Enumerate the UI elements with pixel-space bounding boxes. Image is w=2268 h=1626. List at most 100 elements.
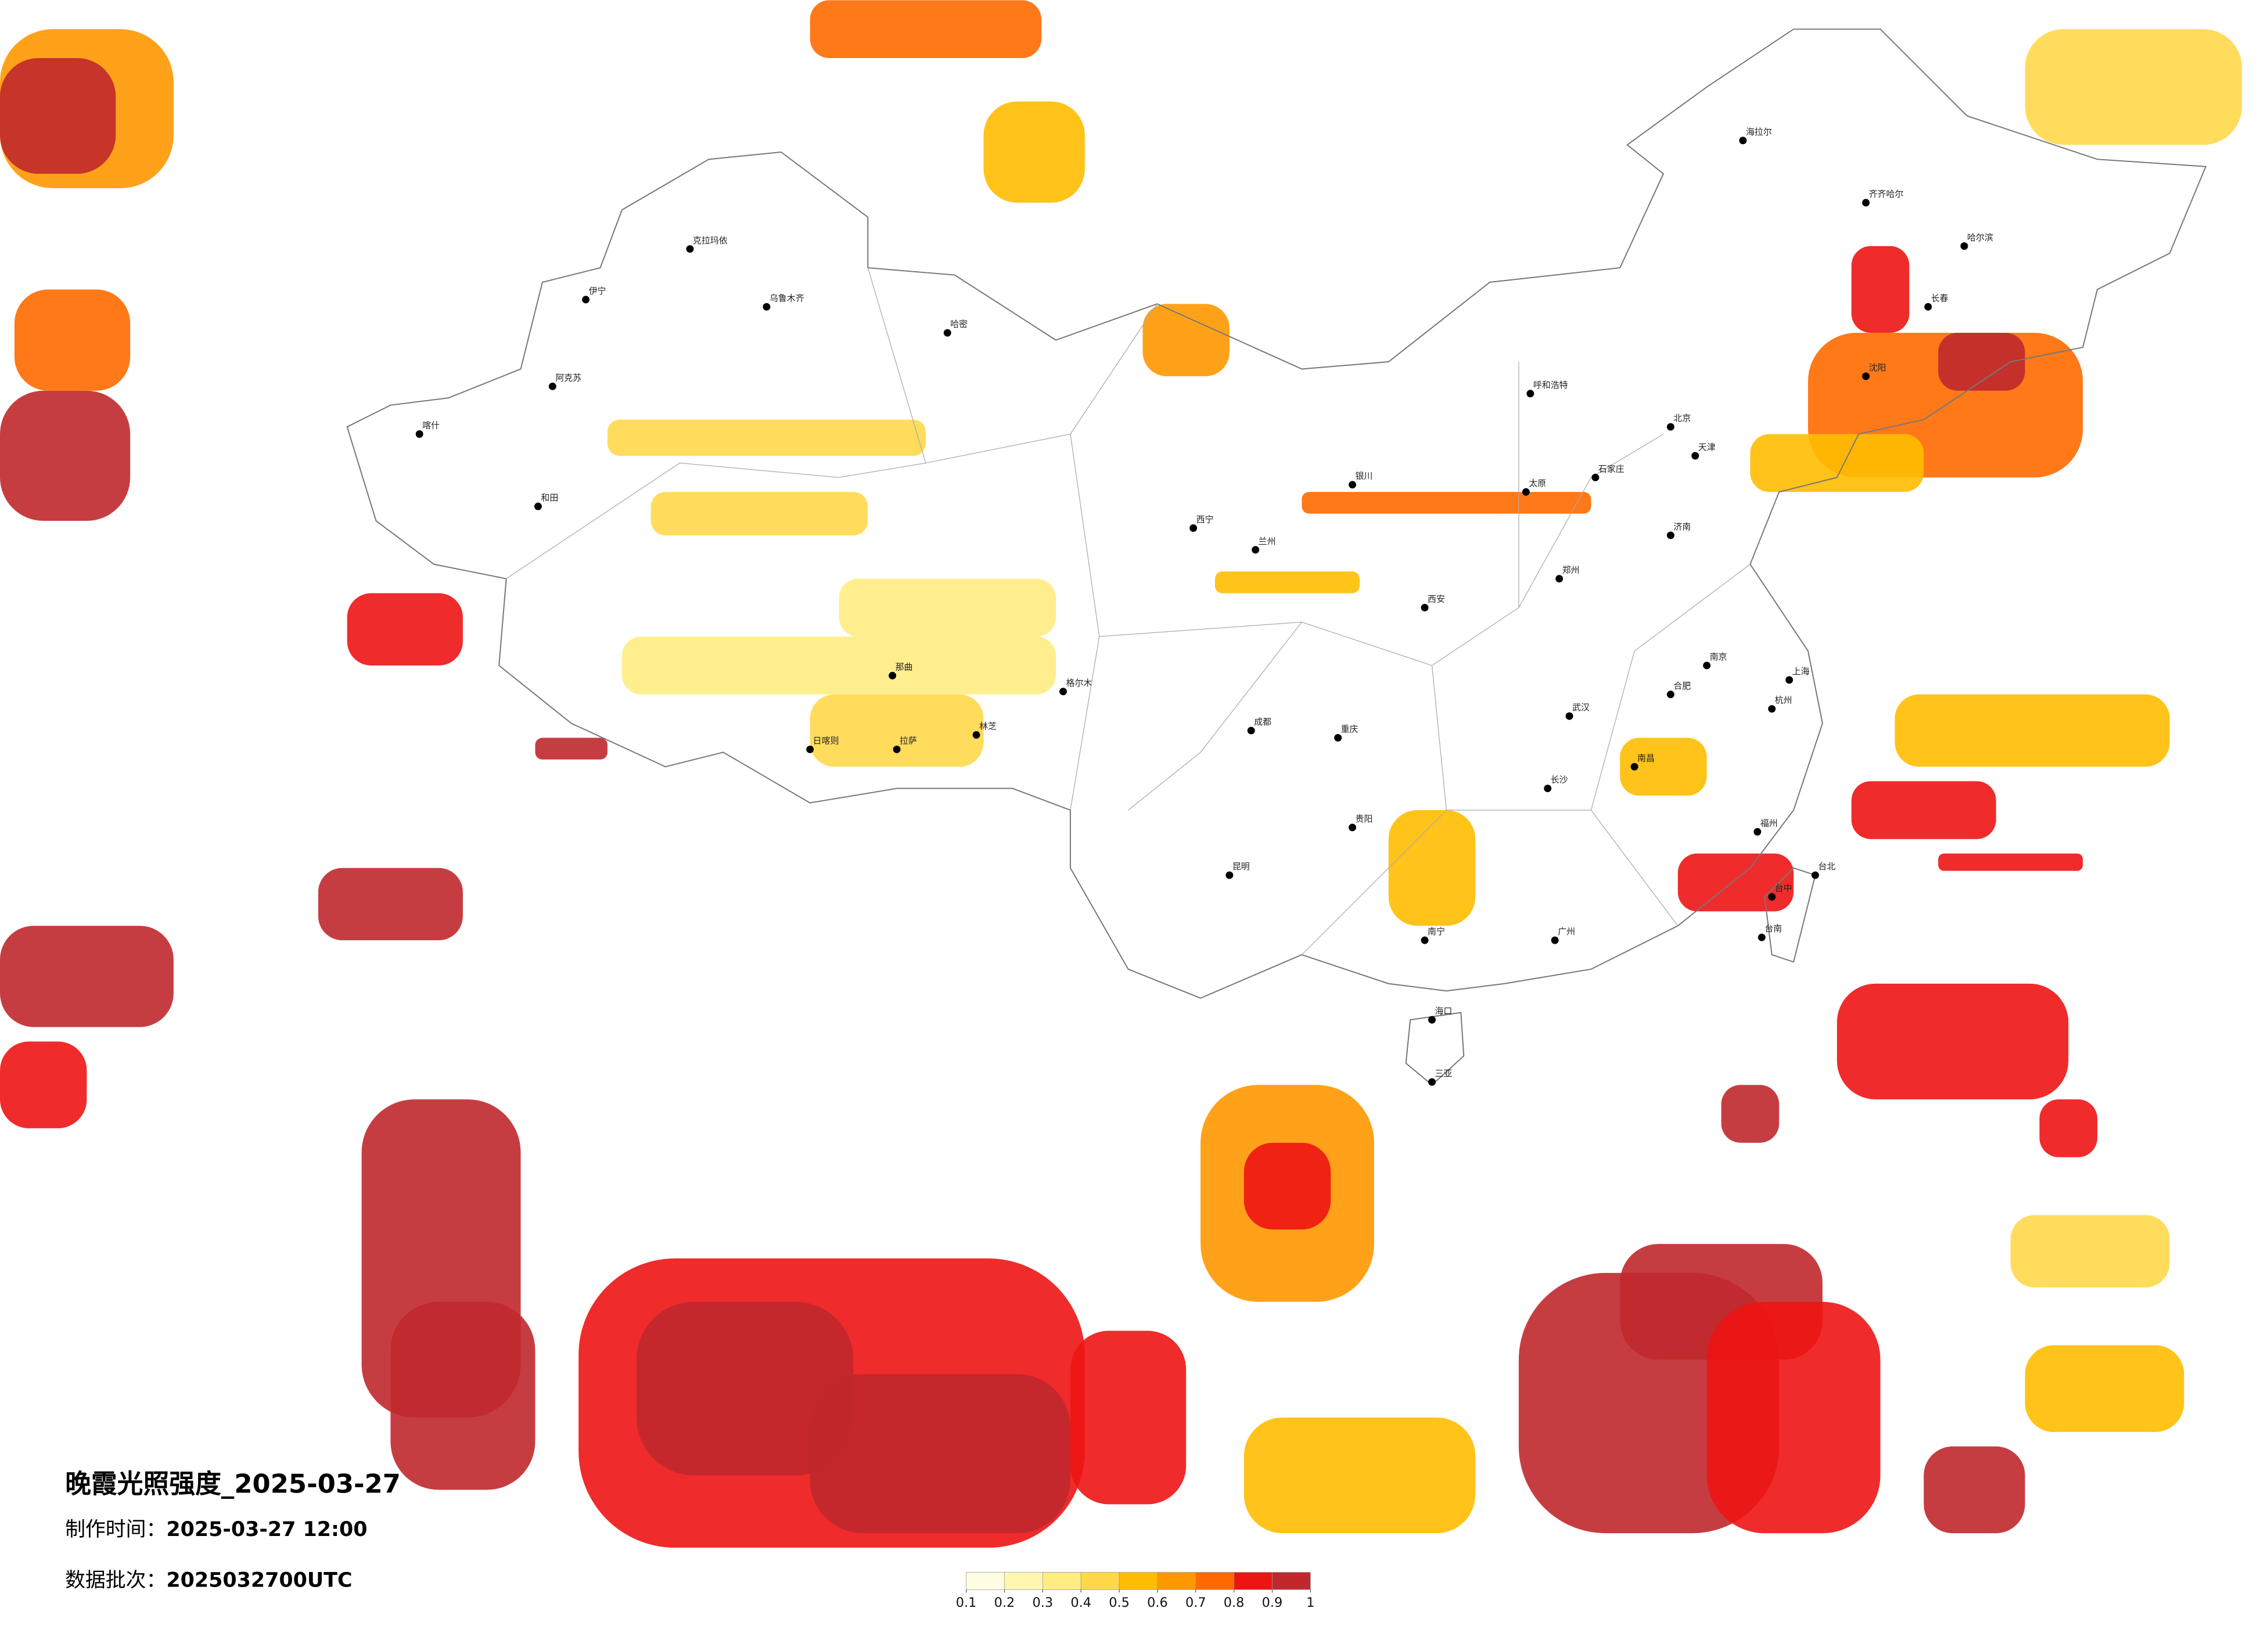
intensity-patch xyxy=(810,0,1042,58)
colorbar-box xyxy=(1195,1572,1234,1590)
city-dot xyxy=(1421,603,1429,611)
intensity-patch xyxy=(1243,1418,1476,1534)
city-label: 合肥 xyxy=(1673,681,1691,691)
intensity-patch xyxy=(810,694,984,767)
city-dot xyxy=(1666,423,1674,431)
colorbar-tick-label: 0.2 xyxy=(994,1595,1015,1610)
city-label: 昆明 xyxy=(1232,861,1250,872)
colorbar-box xyxy=(966,1572,1005,1590)
china-outline xyxy=(346,28,2207,999)
info-label: 数据批次： xyxy=(65,1569,166,1592)
city-dot xyxy=(1421,936,1429,944)
city-dot xyxy=(1924,303,1932,311)
colorbar-tick-label: 0.4 xyxy=(1070,1595,1091,1610)
colorbar-box xyxy=(1080,1572,1120,1590)
city-dot xyxy=(1565,712,1573,720)
colorbar-tick-label: 0.8 xyxy=(1224,1595,1245,1610)
city-label: 长沙 xyxy=(1551,775,1568,785)
intensity-patch xyxy=(0,57,116,174)
city-dot xyxy=(1811,871,1819,879)
city-dot xyxy=(1428,1078,1436,1086)
city-dot xyxy=(1960,242,1968,250)
city-label: 拉萨 xyxy=(900,735,917,746)
intensity-patch xyxy=(2025,29,2242,145)
colorbar-box xyxy=(1157,1572,1196,1590)
intensity-patch xyxy=(1620,738,1707,796)
city-dot xyxy=(943,329,951,337)
intensity-patch xyxy=(650,492,868,535)
city-dot xyxy=(1862,372,1870,380)
city-dot xyxy=(686,245,694,253)
city-label: 重庆 xyxy=(1341,724,1358,735)
colorbar-tick-label: 0.7 xyxy=(1185,1595,1206,1610)
intensity-patch xyxy=(1938,333,2025,391)
city-label: 那曲 xyxy=(896,661,913,672)
city-dot xyxy=(1544,785,1552,793)
intensity-patch xyxy=(839,578,1056,637)
intensity-patch xyxy=(1938,853,2083,871)
city-dot xyxy=(534,502,542,510)
city-dot xyxy=(806,745,814,753)
city-dot xyxy=(1189,524,1198,532)
city-label: 广州 xyxy=(1558,926,1575,937)
city-label: 克拉玛依 xyxy=(693,235,728,246)
intensity-patch xyxy=(636,1301,854,1476)
city-label: 西宁 xyxy=(1196,514,1214,524)
intensity-patch xyxy=(1706,1301,1881,1534)
city-label: 台中 xyxy=(1775,883,1792,893)
city-dot xyxy=(1334,734,1342,742)
city-dot xyxy=(763,303,771,311)
city-label: 杭州 xyxy=(1775,695,1792,706)
intensity-patch xyxy=(347,593,463,665)
intensity-patch xyxy=(535,738,608,760)
intensity-patch xyxy=(1070,1330,1187,1505)
colorbar: 0.1 0.2 0.3 0.4 0.5 0.6 0.7 0.8 0.9 1 xyxy=(956,1572,1314,1610)
city-label: 三亚 xyxy=(1435,1068,1453,1078)
city-dot xyxy=(1630,762,1638,771)
boundaries xyxy=(346,28,2207,1086)
city-label: 西安 xyxy=(1428,593,1445,604)
intensity-patch xyxy=(14,289,131,391)
info-value: 2025032700UTC xyxy=(166,1569,352,1592)
intensity-patch xyxy=(2010,1215,2170,1287)
city-label: 哈尔滨 xyxy=(1967,232,1993,243)
colorbar-tick-label: 1 xyxy=(1306,1595,1314,1610)
intensity-patch xyxy=(0,926,174,1027)
city-label: 格尔木 xyxy=(1066,678,1092,688)
city-dot xyxy=(1768,893,1776,901)
city-label: 武汉 xyxy=(1572,702,1590,713)
intensity-patch xyxy=(318,868,463,941)
colorbar-tick-label: 0.9 xyxy=(1262,1595,1283,1610)
city-label: 日喀则 xyxy=(813,735,839,746)
city-dot xyxy=(1785,676,1793,684)
city-label: 上海 xyxy=(1792,666,1810,677)
city-dot xyxy=(582,296,590,304)
info-line: 数据批次：2025032700UTC xyxy=(65,1569,353,1592)
city-label: 和田 xyxy=(541,492,558,503)
city-dot xyxy=(1739,136,1747,145)
city-dot xyxy=(1059,688,1067,696)
city-label: 南京 xyxy=(1710,652,1727,662)
city-label: 阿克苏 xyxy=(555,372,581,383)
city-label: 北京 xyxy=(1673,413,1691,423)
colorbar-box xyxy=(1004,1572,1043,1590)
intensity-patch xyxy=(1836,983,2069,1100)
intensity-patch xyxy=(1750,434,1924,492)
intensity-patch xyxy=(1851,781,1996,839)
city-dot xyxy=(1753,828,1762,836)
colorbar-box xyxy=(1272,1572,1311,1590)
intensity-patch xyxy=(1388,810,1476,926)
city-dot xyxy=(1349,481,1357,489)
colorbar-box xyxy=(1042,1572,1081,1590)
city-label: 台北 xyxy=(1818,861,1835,872)
city-label: 呼和浩特 xyxy=(1533,380,1568,390)
city-label: 长春 xyxy=(1931,293,1949,303)
city-label: 林芝 xyxy=(979,721,997,732)
map-title: 晚霞光照强度_2025-03-27 xyxy=(65,1469,401,1499)
city-dot xyxy=(1428,1016,1436,1024)
city-label: 太原 xyxy=(1529,478,1546,488)
intensity-patch xyxy=(810,1374,1070,1534)
city-dot xyxy=(1666,531,1674,539)
